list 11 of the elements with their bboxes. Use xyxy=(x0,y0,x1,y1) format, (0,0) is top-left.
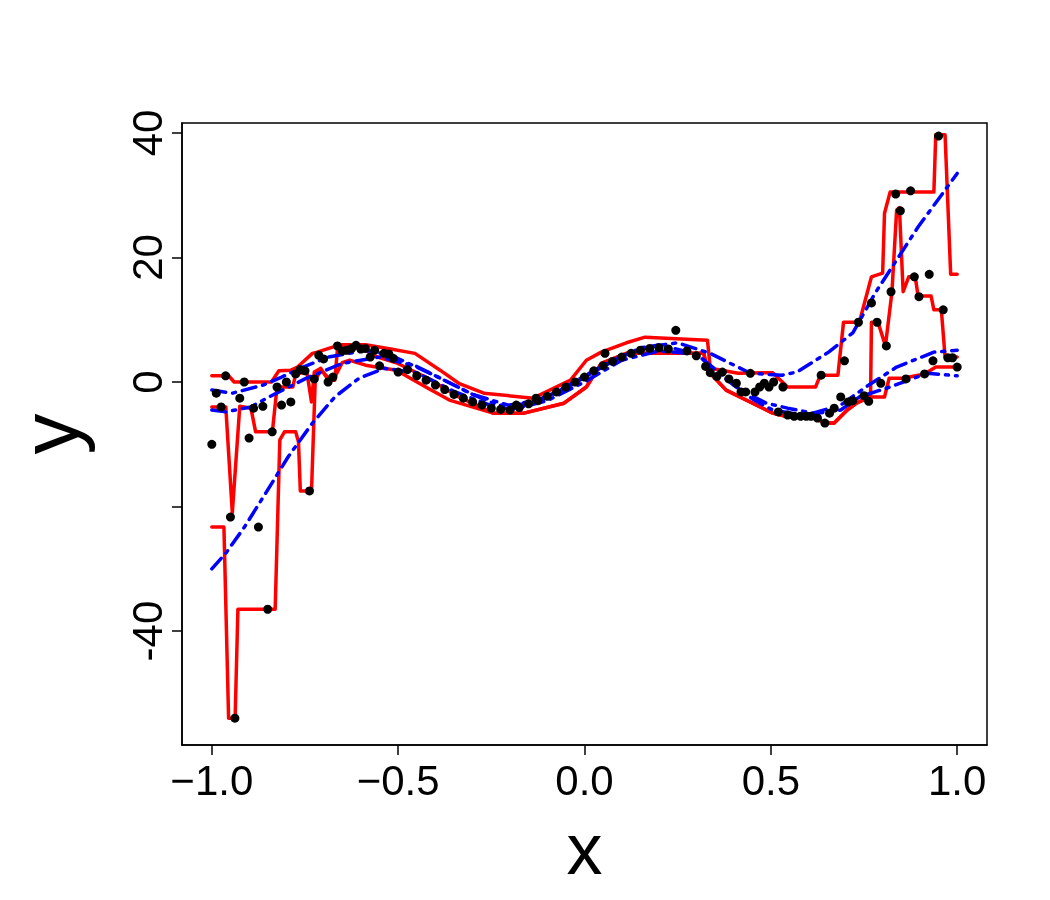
x-tick-label: −1.0 xyxy=(170,756,254,804)
y-tick-label: 40 xyxy=(123,109,171,157)
x-tick-label: 0.0 xyxy=(555,756,614,804)
y-tick-label: 20 xyxy=(123,234,171,281)
y-tick-label: 0 xyxy=(123,370,171,394)
y-tick-label: -40 xyxy=(123,600,171,662)
x-tick-label: 1.0 xyxy=(927,756,987,804)
x-tick-label: −0.5 xyxy=(356,756,440,804)
y-axis-title: y xyxy=(3,413,95,455)
x-axis-title: x xyxy=(566,809,603,889)
x-tick-label: 0.5 xyxy=(741,756,801,804)
